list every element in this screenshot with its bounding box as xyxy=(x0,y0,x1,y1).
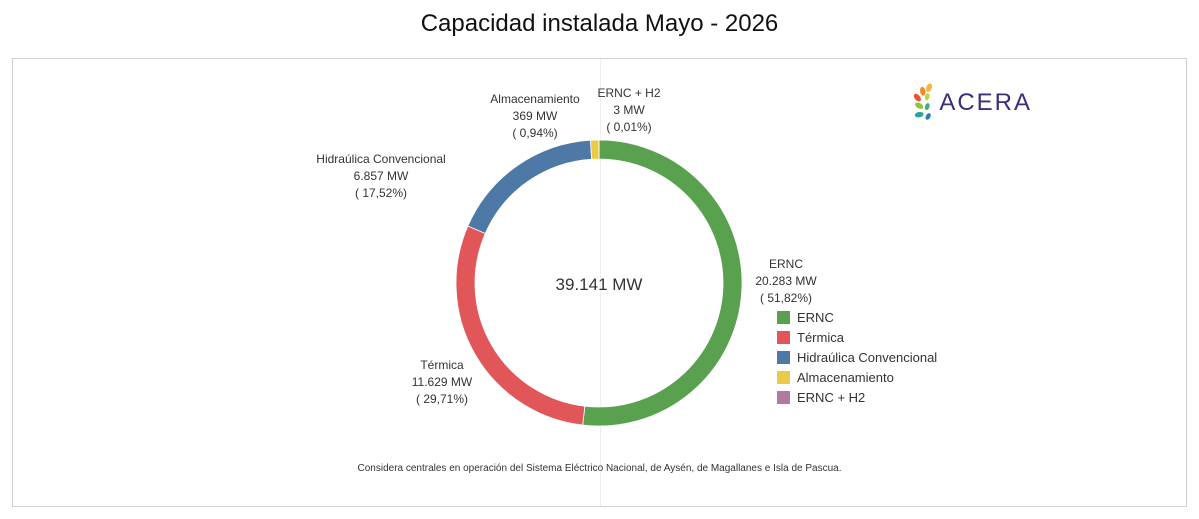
slice-almacenamiento[interactable] xyxy=(590,139,600,160)
legend-label: Térmica xyxy=(797,329,844,345)
slice-label-name-ernc: ERNC xyxy=(769,257,803,271)
slice-label-value-ernc: 20.283 MW xyxy=(755,274,817,288)
legend-item-almacenamiento[interactable]: Almacenamiento xyxy=(777,367,937,387)
legend-swatch xyxy=(777,390,790,404)
logo-text: ACERA xyxy=(939,89,1032,116)
legend-label: Almacenamiento xyxy=(797,369,894,385)
slice-label-value-almacenamiento: 369 MW xyxy=(513,109,558,123)
slice-label-percent-termica: ( 29,71%) xyxy=(416,392,468,406)
legend-swatch xyxy=(777,350,790,364)
acera-logo: ACERA xyxy=(912,78,1032,128)
legend-item-hidraulica-convencional[interactable]: Hidraúlica Convencional xyxy=(777,347,937,367)
legend-label: ERNC + H2 xyxy=(797,389,866,405)
chart-title: Capacidad instalada Mayo - 2026 xyxy=(420,10,779,37)
slice-label-value-termica: 11.629 MW xyxy=(412,375,473,389)
slice-label-percent-ernc: ( 51,82%) xyxy=(760,291,812,305)
legend-item-ernc[interactable]: ERNC xyxy=(777,307,937,327)
legend-item-termica[interactable]: Térmica xyxy=(777,327,937,347)
slice-label-name-termica: Térmica xyxy=(420,358,464,372)
legend-label: Hidraúlica Convencional xyxy=(797,349,938,365)
slice-termica[interactable] xyxy=(455,225,586,426)
slice-label-value-ernc-h2: 3 MW xyxy=(613,103,645,117)
chart-panel xyxy=(12,58,1187,507)
footnote: Considera centrales en operación del Sis… xyxy=(357,463,842,474)
legend-item-ernc-h2[interactable]: ERNC + H2 xyxy=(777,387,937,407)
slice-label-name-ernc-h2: ERNC + H2 xyxy=(597,86,660,100)
legend-label: ERNC xyxy=(797,309,834,325)
slice-label-value-hidraulica-convencional: 6.857 MW xyxy=(354,169,409,183)
divider xyxy=(600,59,601,506)
legend-swatch xyxy=(777,330,790,344)
legend: ERNC Térmica Hidraúlica Convencional Almace… xyxy=(777,307,937,407)
slice-label-name-hidraulica-convencional: Hidraúlica Convencional xyxy=(316,152,445,166)
slice-label-percent-almacenamiento: ( 0,94%) xyxy=(512,126,557,140)
legend-swatch xyxy=(777,310,790,324)
slice-label-percent-hidraulica-convencional: ( 17,52%) xyxy=(355,186,407,200)
slice-hidraulica-convencional[interactable] xyxy=(467,139,593,235)
leaf-logo-icon xyxy=(913,83,932,120)
legend-swatch xyxy=(777,370,790,384)
slice-label-name-almacenamiento: Almacenamiento xyxy=(490,92,580,106)
center-total: 39.141 MW xyxy=(556,275,643,294)
slice-label-percent-ernc-h2: ( 0,01%) xyxy=(606,120,651,134)
